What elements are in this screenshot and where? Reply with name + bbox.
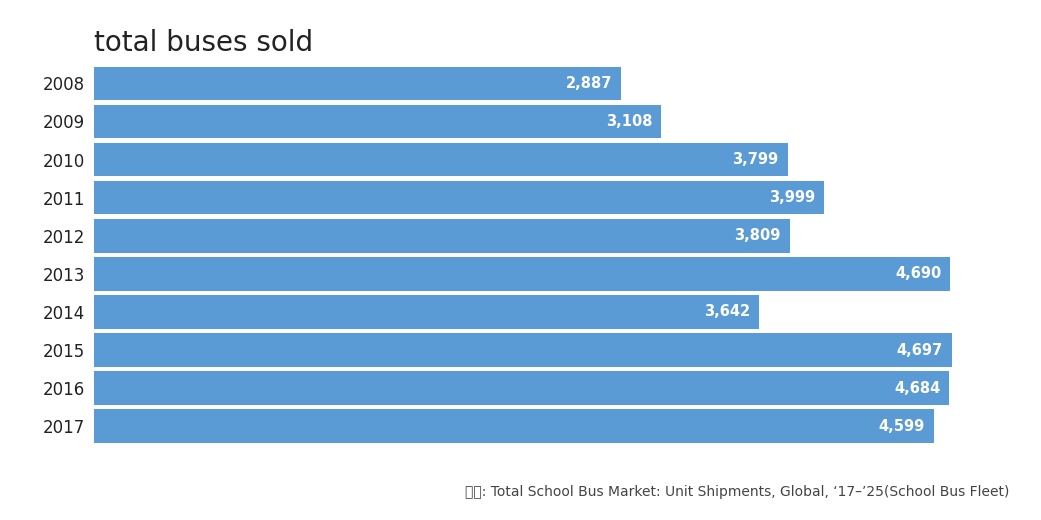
- Text: total buses sold: total buses sold: [94, 29, 312, 57]
- Text: 4,697: 4,697: [896, 343, 943, 358]
- Text: 3,809: 3,809: [734, 228, 781, 243]
- Bar: [94, 143, 788, 176]
- Bar: [94, 409, 934, 443]
- Text: 3,108: 3,108: [606, 114, 653, 129]
- Bar: [94, 257, 950, 291]
- Text: 3,799: 3,799: [733, 152, 779, 167]
- Bar: [94, 333, 951, 367]
- Bar: [94, 219, 789, 253]
- Text: 4,684: 4,684: [894, 381, 940, 396]
- Bar: [94, 67, 621, 100]
- Bar: [94, 181, 824, 214]
- Text: 4,690: 4,690: [895, 266, 941, 281]
- Text: 3,999: 3,999: [769, 190, 815, 205]
- Text: 출처: Total School Bus Market: Unit Shipments, Global, ‘17–’25(School Bus Fleet): 출처: Total School Bus Market: Unit Shipme…: [465, 485, 1010, 499]
- Bar: [94, 105, 661, 138]
- Text: 2,887: 2,887: [565, 76, 612, 91]
- Bar: [94, 371, 949, 405]
- Text: 3,642: 3,642: [704, 304, 750, 319]
- Bar: [94, 295, 759, 329]
- Text: 4,599: 4,599: [879, 419, 924, 434]
